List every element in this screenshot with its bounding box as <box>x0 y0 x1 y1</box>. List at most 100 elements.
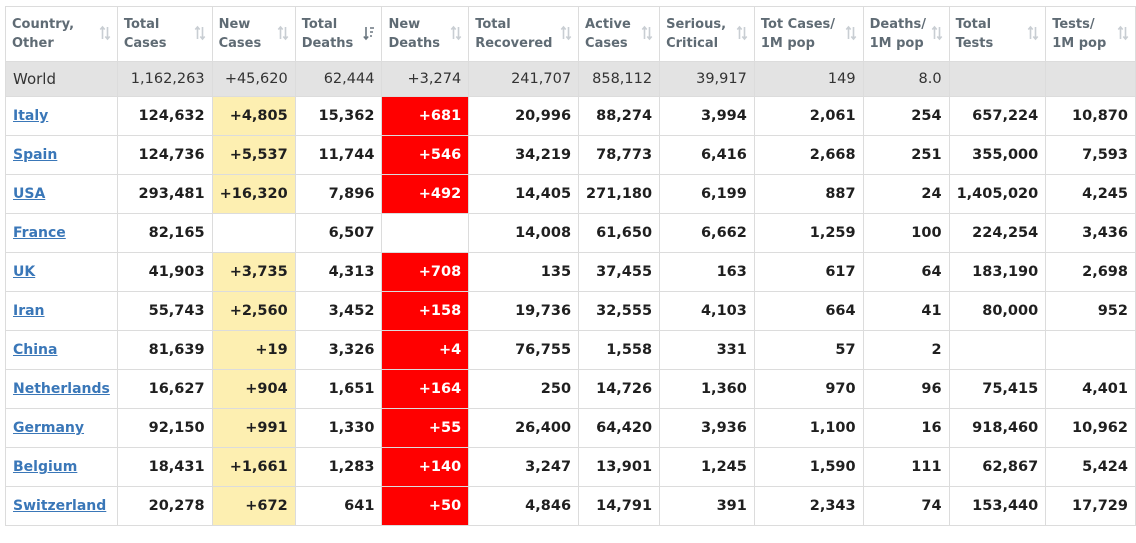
sort-icon[interactable] <box>99 25 111 41</box>
column-header-new-deaths[interactable]: New Deaths <box>381 6 470 62</box>
cell-total-deaths: 4,313 <box>294 252 383 292</box>
sort-icon[interactable] <box>560 25 572 41</box>
table-row: Italy 124,632 +4,805 15,362 +681 20,996 88,274… <box>5 96 1136 136</box>
cell-total-deaths: 1,651 <box>294 369 383 409</box>
country-link[interactable]: UK <box>13 264 36 280</box>
country-link[interactable]: Belgium <box>13 459 78 475</box>
cell-tests-per-1m: 7,593 <box>1045 135 1136 175</box>
table-row: Germany 92,150 +991 1,330 +55 26,400 64,420 3,9… <box>5 408 1136 448</box>
country-link[interactable]: China <box>13 342 58 358</box>
country-link[interactable]: Netherlands <box>13 381 110 397</box>
cell-country: Spain <box>5 135 118 175</box>
cell-total-cases: 81,639 <box>116 330 213 370</box>
sort-icon[interactable] <box>641 25 653 41</box>
cell-total-cases: 55,743 <box>116 291 213 331</box>
cell-country: Iran <box>5 291 118 331</box>
cell-deaths-per-1m: 16 <box>862 408 950 448</box>
cell-new-deaths: +681 <box>381 96 470 136</box>
cell-serious-critical: 4,103 <box>659 291 755 331</box>
country-link[interactable]: Spain <box>13 147 58 163</box>
cell-deaths-per-1m: 96 <box>862 369 950 409</box>
column-header-serious-critical[interactable]: Serious, Critical <box>659 6 755 62</box>
column-header-total-tests[interactable]: Total Tests <box>948 6 1047 62</box>
cell-total-cases: 124,632 <box>116 96 213 136</box>
cell-total-tests: 183,190 <box>948 252 1047 292</box>
cell-country: Italy <box>5 96 118 136</box>
sort-descending-icon[interactable] <box>363 25 375 41</box>
cell-total-deaths: 7,896 <box>294 174 383 214</box>
cell-tests-per-1m: 17,729 <box>1045 486 1136 526</box>
cell-serious-critical: 6,199 <box>659 174 755 214</box>
cell-serious-critical: 1,360 <box>659 369 755 409</box>
column-header-cases-per-1m[interactable]: Tot Cases/1M pop <box>753 6 864 62</box>
column-header-deaths-per-1m[interactable]: Deaths/1M pop <box>862 6 950 62</box>
cell-active-cases: 13,901 <box>578 447 661 487</box>
sort-icon[interactable] <box>450 25 462 41</box>
cell-country: Germany <box>5 408 118 448</box>
cell-new-cases: +5,537 <box>211 135 296 175</box>
column-header-tests-per-1m[interactable]: Tests/1M pop <box>1045 6 1136 62</box>
cell-cases-per-1m: 57 <box>753 330 864 370</box>
stats-table-container: Country, Other Total Cases New Cases Total Deat… <box>5 6 1136 526</box>
column-header-total-cases[interactable]: Total Cases <box>116 6 213 62</box>
cell-serious-critical: 3,994 <box>659 96 755 136</box>
column-header-label: Total <box>955 17 992 32</box>
cell-total-cases: 16,627 <box>116 369 213 409</box>
cell-new-cases: +16,320 <box>211 174 296 214</box>
country-link[interactable]: Iran <box>13 303 45 319</box>
cell-deaths-per-1m: 100 <box>862 213 950 253</box>
table-row: Belgium 18,431 +1,661 1,283 +140 3,247 13,901 1… <box>5 447 1136 487</box>
cell-total-deaths: 6,507 <box>294 213 383 253</box>
cell-country: Netherlands <box>5 369 118 409</box>
sort-icon[interactable] <box>277 25 289 41</box>
sort-icon[interactable] <box>736 25 748 41</box>
cell-new-deaths: +164 <box>381 369 470 409</box>
column-header-label: Cases <box>123 36 167 51</box>
sort-icon[interactable] <box>1027 25 1039 41</box>
cell-tests-per-1m: 5,424 <box>1045 447 1136 487</box>
sort-icon[interactable] <box>845 25 857 41</box>
cell-total-recovered: 250 <box>468 369 580 409</box>
column-header-label: New <box>218 17 251 32</box>
sort-icon[interactable] <box>194 25 206 41</box>
cell-new-cases: +672 <box>211 486 296 526</box>
table-row: Netherlands 16,627 +904 1,651 +164 250 14,726 1… <box>5 369 1136 409</box>
country-link[interactable]: Italy <box>13 108 49 124</box>
column-header-total-deaths[interactable]: Total Deaths <box>294 6 383 62</box>
column-header-active-cases[interactable]: Active Cases <box>578 6 661 62</box>
column-header-label: Total <box>475 17 511 32</box>
cell-active-cases: 14,791 <box>578 486 661 526</box>
column-header-label: New <box>388 17 421 32</box>
column-header-total-recovered[interactable]: Total Recovered <box>468 6 580 62</box>
cell-active-cases: 858,112 <box>578 61 661 97</box>
column-header-label: 1M pop <box>1052 36 1107 51</box>
cell-new-deaths: +50 <box>381 486 470 526</box>
cell-total-recovered: 19,736 <box>468 291 580 331</box>
country-link[interactable]: Germany <box>13 420 85 436</box>
cell-deaths-per-1m: 2 <box>862 330 950 370</box>
column-header-label: Serious, <box>666 17 727 32</box>
sort-icon[interactable] <box>1117 25 1129 41</box>
table-row: France 82,165 6,507 14,008 61,650 6,662 1,259 1… <box>5 213 1136 253</box>
world-row: World 1,162,263 +45,620 62,444 +3,274 241,707… <box>5 61 1136 97</box>
cell-new-cases: +991 <box>211 408 296 448</box>
cell-total-cases: 1,162,263 <box>116 61 213 97</box>
cell-new-deaths: +492 <box>381 174 470 214</box>
column-header-country[interactable]: Country, Other <box>5 6 118 62</box>
column-header-label: Deaths/ <box>869 17 926 32</box>
cell-total-tests <box>948 330 1047 370</box>
cell-new-deaths: +3,274 <box>381 61 470 97</box>
country-link[interactable]: USA <box>13 186 46 202</box>
cell-total-deaths: 11,744 <box>294 135 383 175</box>
cell-serious-critical: 331 <box>659 330 755 370</box>
column-header-label: Tests <box>955 36 994 51</box>
column-header-new-cases[interactable]: New Cases <box>211 6 296 62</box>
column-header-label: Cases <box>585 36 628 51</box>
cell-active-cases: 14,726 <box>578 369 661 409</box>
cell-total-cases: 82,165 <box>116 213 213 253</box>
sort-icon[interactable] <box>931 25 943 41</box>
column-header-label: Total <box>301 17 338 32</box>
cell-active-cases: 78,773 <box>578 135 661 175</box>
country-link[interactable]: France <box>13 225 66 241</box>
country-link[interactable]: Switzerland <box>13 498 107 514</box>
